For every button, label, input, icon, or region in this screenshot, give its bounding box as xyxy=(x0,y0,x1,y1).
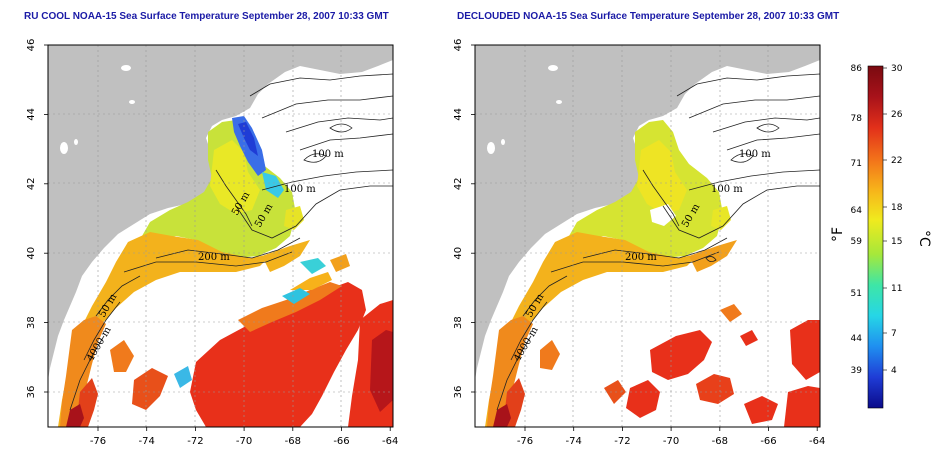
land-mass xyxy=(48,45,393,380)
right-map-title: DECLOUDED NOAA-15 Sea Surface Temperatur… xyxy=(457,11,840,22)
longitude-tick-label: -66 xyxy=(760,436,776,447)
longitude-tick-label: -64 xyxy=(809,436,825,447)
lake xyxy=(487,142,495,154)
fahrenheit-tick-label: 78 xyxy=(851,114,863,124)
longitude-tick-label: -70 xyxy=(236,436,252,447)
colorbar-gradient xyxy=(867,65,884,409)
sst-field xyxy=(485,120,820,427)
right-map-frame xyxy=(474,44,821,428)
right-map-panel: 100 m 100 m 50 m 200 m 50 m 4000 m xyxy=(475,45,820,427)
latitude-tick-label: 44 xyxy=(26,108,37,121)
longitude-tick-label: -66 xyxy=(333,436,349,447)
latitude-tick-label: 36 xyxy=(453,386,464,399)
celsius-tick-label: 18 xyxy=(891,203,903,213)
contour-label: 100 m xyxy=(711,184,743,195)
map-grid xyxy=(48,45,393,427)
land-mass xyxy=(475,45,820,380)
latitude-tick-label: 42 xyxy=(26,177,37,190)
lake xyxy=(501,139,505,145)
longitude-tick-label: -76 xyxy=(90,436,106,447)
latitude-tick-label: 38 xyxy=(26,316,37,329)
celsius-tick-label: 4 xyxy=(891,366,897,376)
latitude-tick-label: 46 xyxy=(453,39,464,52)
latitude-tick-label: 38 xyxy=(453,316,464,329)
celsius-tick-label: 7 xyxy=(891,329,897,339)
contour-label: 200 m xyxy=(198,252,230,263)
longitude-tick-label: -68 xyxy=(285,436,301,447)
map-grid xyxy=(475,45,820,427)
fahrenheit-tick-label: 86 xyxy=(851,64,863,74)
bathymetry-contours xyxy=(496,73,820,411)
fahrenheit-tick-label: 39 xyxy=(851,366,863,376)
latitude-tick-label: 36 xyxy=(26,386,37,399)
left-map-panel: 100 m 100 m 50 m 50 m 200 m 50 m 4000 m xyxy=(48,45,393,427)
lake xyxy=(121,65,131,71)
contour-label: 100 m xyxy=(739,149,771,160)
lake xyxy=(60,142,68,154)
celsius-tick-label: 22 xyxy=(891,156,902,166)
longitude-tick-label: -74 xyxy=(139,436,155,447)
lake xyxy=(129,100,135,104)
bathymetry-contours xyxy=(69,73,393,411)
celsius-tick-label: 26 xyxy=(891,110,903,120)
contour-label: 100 m xyxy=(312,149,344,160)
fahrenheit-tick-label: 71 xyxy=(851,159,862,169)
contour-label: 100 m xyxy=(284,184,316,195)
left-map-title: RU COOL NOAA-15 Sea Surface Temperature … xyxy=(24,11,389,22)
right-longitude-axis: -76 -74 -72 -70 -68 -66 -64 xyxy=(517,427,825,447)
longitude-tick-label: -64 xyxy=(382,436,398,447)
latitude-tick-label: 40 xyxy=(26,247,37,260)
colorbar: 86 78 71 64 59 51 44 39 30 26 22 18 15 11 7 4 °F °C xyxy=(830,64,932,409)
longitude-tick-label: -72 xyxy=(614,436,630,447)
latitude-tick-label: 40 xyxy=(453,247,464,260)
celsius-unit-label: °C xyxy=(916,230,932,247)
celsius-tick-label: 15 xyxy=(891,237,902,247)
lake xyxy=(548,65,558,71)
longitude-tick-label: -68 xyxy=(712,436,728,447)
sst-field xyxy=(58,116,393,427)
right-latitude-axis: 46 44 42 40 38 36 xyxy=(453,39,475,399)
lake xyxy=(74,139,78,145)
contour-label: 200 m xyxy=(625,252,657,263)
celsius-tick-label: 11 xyxy=(891,284,902,294)
lake xyxy=(556,100,562,104)
fahrenheit-tick-label: 59 xyxy=(851,237,863,247)
fahrenheit-tick-label: 64 xyxy=(851,206,863,216)
longitude-tick-label: -76 xyxy=(517,436,533,447)
longitude-tick-label: -74 xyxy=(566,436,582,447)
longitude-tick-label: -72 xyxy=(187,436,203,447)
fahrenheit-tick-label: 51 xyxy=(851,289,862,299)
celsius-scale: 30 26 22 18 15 11 7 4 xyxy=(883,64,903,376)
fahrenheit-tick-label: 44 xyxy=(851,334,863,344)
left-longitude-axis: -76 -74 -72 -70 -68 -66 -64 xyxy=(90,427,398,447)
latitude-tick-label: 44 xyxy=(453,108,464,121)
fahrenheit-scale: 86 78 71 64 59 51 44 39 xyxy=(851,64,863,376)
fahrenheit-unit-label: °F xyxy=(830,227,846,242)
left-map-frame xyxy=(47,44,394,428)
latitude-tick-label: 42 xyxy=(453,177,464,190)
left-latitude-axis: 46 44 42 40 38 36 xyxy=(26,39,48,399)
latitude-tick-label: 46 xyxy=(26,39,37,52)
celsius-tick-label: 30 xyxy=(891,64,903,74)
longitude-tick-label: -70 xyxy=(663,436,679,447)
